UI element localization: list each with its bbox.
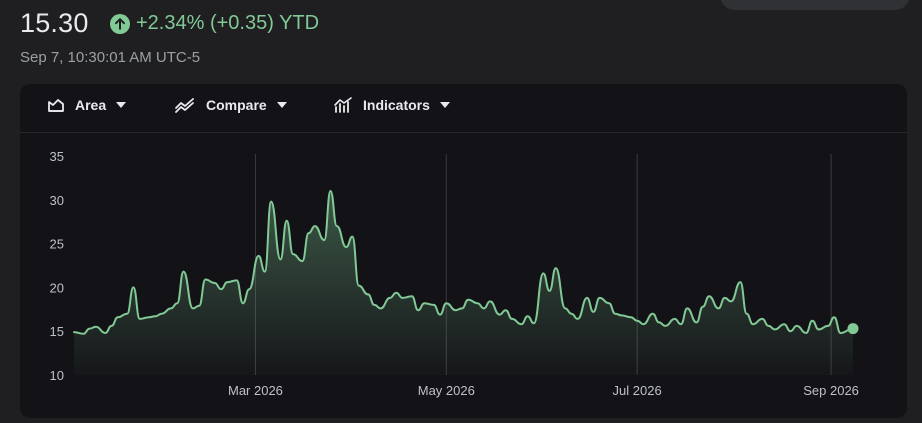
compare-icon	[175, 98, 194, 113]
x-tick-label: May 2026	[418, 383, 475, 398]
y-tick-label: 25	[50, 237, 64, 252]
y-tick-label: 35	[50, 149, 64, 164]
chart-type-label: Area	[75, 97, 107, 113]
compare-button[interactable]: Compare	[174, 96, 297, 114]
x-tick-label: Sep 2026	[803, 383, 859, 398]
price-line	[73, 190, 854, 335]
chart-toolbar: Area Compare Indicators	[20, 84, 907, 133]
chart-card: Mar 2026 May 2026 Jul 2026 Sep 2026 35 30 25 20…	[20, 84, 907, 418]
x-tick-label: Mar 2026	[228, 383, 283, 398]
caret-down-icon	[439, 102, 450, 108]
chart-type-button[interactable]: Area	[47, 96, 136, 114]
y-tick-label: 10	[50, 368, 64, 383]
price-chart: Mar 2026 May 2026 Jul 2026 Sep 2026 35 30 25 20…	[50, 149, 859, 398]
current-price-marker	[847, 323, 859, 335]
arrow-up-icon	[110, 13, 130, 34]
search-bar-partial[interactable]	[720, 0, 910, 10]
indicators-button[interactable]: Indicators	[333, 96, 460, 114]
x-tick-label: Jul 2026	[613, 383, 662, 398]
caret-down-icon	[276, 102, 287, 108]
area-chart-icon	[48, 99, 64, 112]
price-area-fill	[74, 191, 853, 375]
price-change: +2.34% (+0.35) YTD	[110, 12, 319, 35]
indicators-icon	[334, 97, 352, 113]
indicators-label: Indicators	[363, 97, 430, 113]
current-price: 15.30	[20, 8, 89, 38]
quote-timestamp: Sep 7, 10:30:01 AM UTC-5	[20, 49, 201, 66]
y-tick-label: 20	[50, 280, 64, 295]
y-tick-label: 15	[50, 324, 64, 339]
caret-down-icon	[116, 102, 127, 108]
price-change-text: +2.34% (+0.35) YTD	[136, 12, 320, 34]
compare-label: Compare	[206, 97, 267, 113]
y-tick-label: 30	[50, 193, 64, 208]
